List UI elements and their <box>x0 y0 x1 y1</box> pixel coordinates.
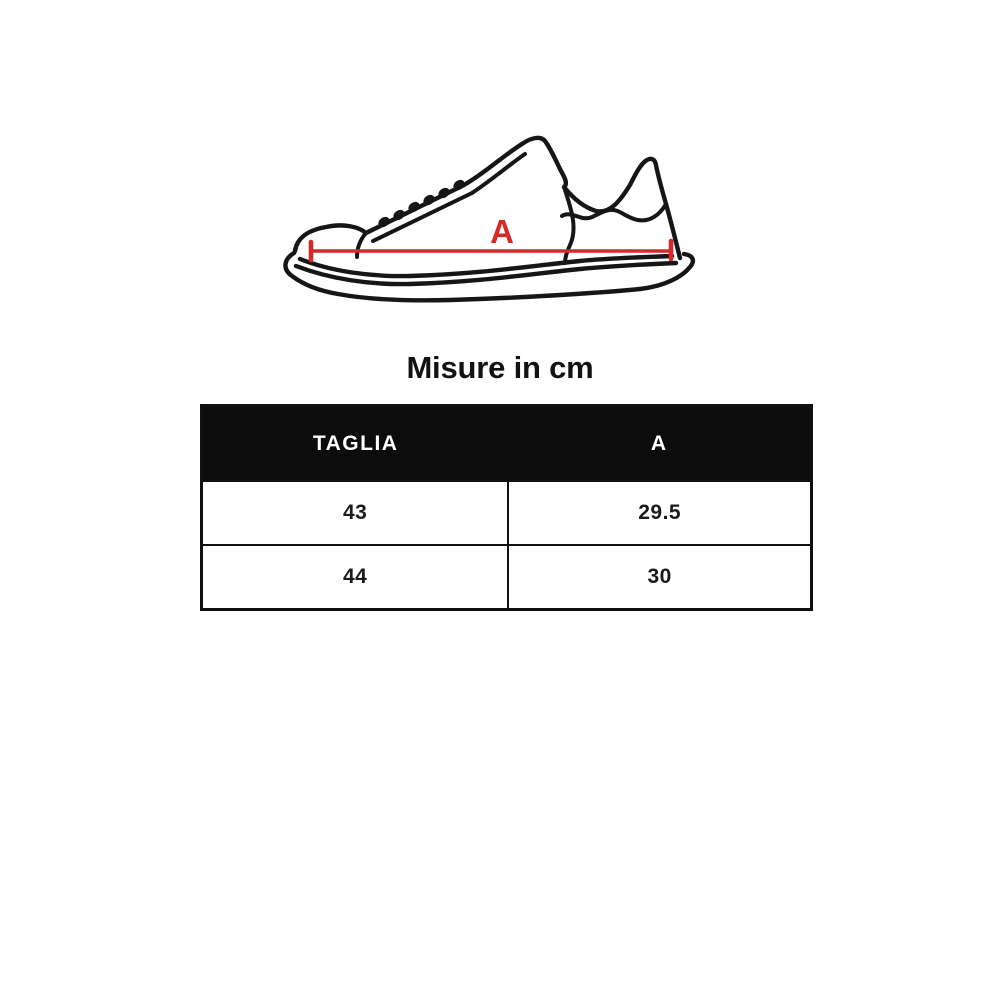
table-row: 43 29.5 <box>200 480 813 546</box>
column-header-a: A <box>508 405 812 481</box>
size-table: TAGLIA A 43 29.5 44 30 <box>200 404 813 611</box>
table-header-row: TAGLIA A <box>201 405 812 481</box>
section-title: Misure in cm <box>406 350 594 385</box>
cell-measure-a: 29.5 <box>507 480 813 546</box>
table-row: 44 30 <box>200 544 813 611</box>
sneaker-laces <box>378 179 465 228</box>
measurement-line <box>308 238 674 263</box>
cell-taglia: 43 <box>200 480 510 546</box>
measurement-label: A <box>490 213 514 250</box>
sneaker-diagram: A <box>280 123 720 328</box>
sneaker-line-art-icon: A <box>283 135 696 303</box>
column-header-taglia: TAGLIA <box>201 405 509 481</box>
cell-measure-a: 30 <box>507 544 813 611</box>
cell-taglia: 44 <box>200 544 510 611</box>
sneaker-outline <box>292 135 683 265</box>
sneaker-sole <box>283 250 696 303</box>
